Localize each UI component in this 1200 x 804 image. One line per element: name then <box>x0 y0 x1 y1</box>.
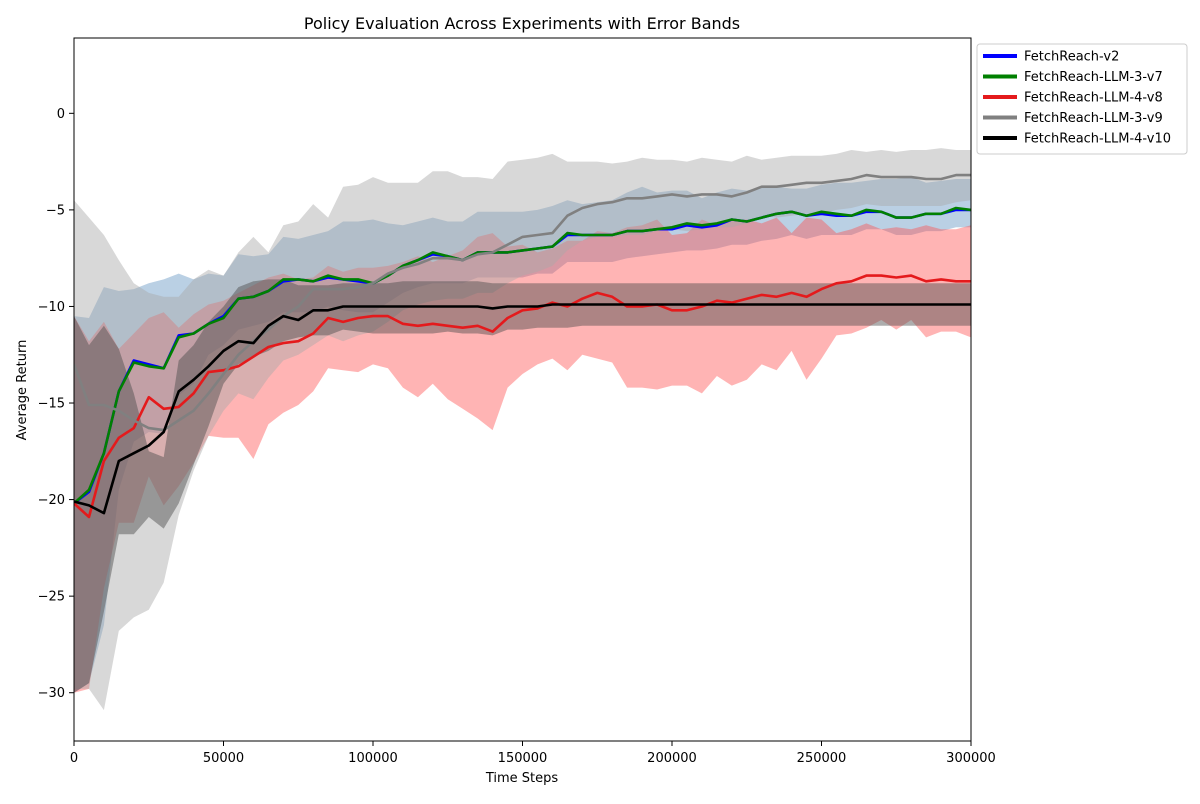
y-axis-ticks: −30 −25 −20 −15 −10 −5 0 <box>38 107 74 701</box>
error-band-fetchreach-llm-3-v9 <box>74 148 971 711</box>
series-lines <box>74 173 971 519</box>
error-band-fetchreach-llm-4-v8 <box>74 217 971 693</box>
series-line-fetchreach-llm-4-v8 <box>74 274 971 519</box>
y-tick-label: −20 <box>38 493 65 508</box>
series-line-fetchreach-llm-4-v10 <box>74 303 971 515</box>
series-line-fetchreach-llm-3-v7 <box>74 206 971 505</box>
legend-label-fetchreach-llm-4-v8: FetchReach-LLM-4-v8 <box>1024 91 1163 106</box>
x-axis-label: Time Steps <box>485 771 559 786</box>
x-tick-label: 50000 <box>203 751 244 766</box>
y-tick-label: 0 <box>57 107 65 122</box>
y-tick-label: −10 <box>38 300 65 315</box>
y-tick-label: −15 <box>38 397 65 412</box>
x-tick-label: 200000 <box>647 751 697 766</box>
legend-label-fetchreach-llm-3-v9: FetchReach-LLM-3-v9 <box>1024 111 1163 126</box>
error-bands <box>74 148 971 711</box>
y-axis-label: Average Return <box>15 340 30 441</box>
y-tick-label: −25 <box>38 590 65 605</box>
x-axis-ticks: 0 50000 100000 150000 200000 250000 300000 <box>70 741 996 766</box>
x-tick-label: 300000 <box>946 751 996 766</box>
y-tick-label: −5 <box>46 203 65 218</box>
series-line-fetchreach-llm-3-v9 <box>74 173 971 432</box>
x-tick-label: 250000 <box>797 751 847 766</box>
x-tick-label: 150000 <box>498 751 548 766</box>
chart-title: Policy Evaluation Across Experiments wit… <box>304 14 740 33</box>
x-tick-label: 0 <box>70 751 78 766</box>
y-tick-label: −30 <box>38 686 65 701</box>
x-tick-label: 100000 <box>348 751 398 766</box>
legend: FetchReach-v2 FetchReach-LLM-3-v7 FetchRea… <box>976 43 1188 155</box>
legend-label-fetchreach-llm-3-v7: FetchReach-LLM-3-v7 <box>1024 70 1163 85</box>
legend-frame <box>976 43 1188 155</box>
error-band-fetchreach-llm-4-v10 <box>74 279 971 693</box>
legend-label-fetchreach-llm-4-v10: FetchReach-LLM-4-v10 <box>1024 132 1171 147</box>
legend-label-fetchreach-v2: FetchReach-v2 <box>1024 50 1119 65</box>
